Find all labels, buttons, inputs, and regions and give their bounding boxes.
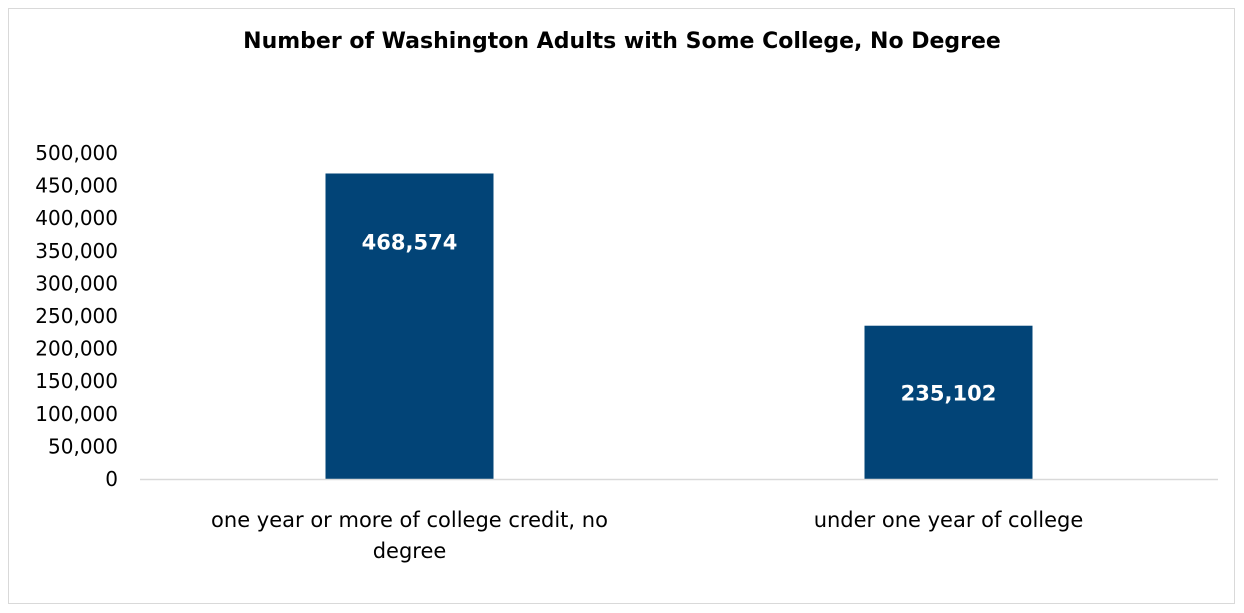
bars bbox=[325, 173, 1033, 479]
y-axis-tick-labels: 0 50,000 100,000 150,000 200,000 250,000 300,0… bbox=[35, 141, 118, 491]
category-labels: one year or more of college credit, no de… bbox=[211, 508, 1083, 563]
bar-data-label: 468,574 bbox=[362, 230, 458, 254]
bar bbox=[325, 173, 494, 479]
y-tick-label: 450,000 bbox=[35, 174, 118, 198]
x-category-label: under one year of college bbox=[814, 508, 1084, 532]
bar bbox=[864, 325, 1033, 479]
y-tick-label: 50,000 bbox=[48, 434, 118, 458]
y-tick-label: 400,000 bbox=[35, 206, 118, 230]
y-tick-label: 300,000 bbox=[35, 271, 118, 295]
y-tick-label: 100,000 bbox=[35, 402, 118, 426]
y-tick-label: 350,000 bbox=[35, 239, 118, 263]
y-tick-label: 0 bbox=[105, 467, 118, 491]
x-category-label: one year or more of college credit, no bbox=[211, 508, 608, 532]
chart-frame bbox=[8, 8, 1235, 604]
data-labels: 468,574 235,102 bbox=[362, 230, 997, 405]
chart-title: Number of Washington Adults with Some Co… bbox=[243, 29, 1001, 54]
y-tick-label: 250,000 bbox=[35, 304, 118, 328]
y-tick-label: 500,000 bbox=[35, 141, 118, 165]
y-tick-label: 150,000 bbox=[35, 369, 118, 393]
y-tick-label: 200,000 bbox=[35, 337, 118, 361]
bar-data-label: 235,102 bbox=[901, 382, 997, 406]
x-category-label: degree bbox=[373, 539, 447, 563]
